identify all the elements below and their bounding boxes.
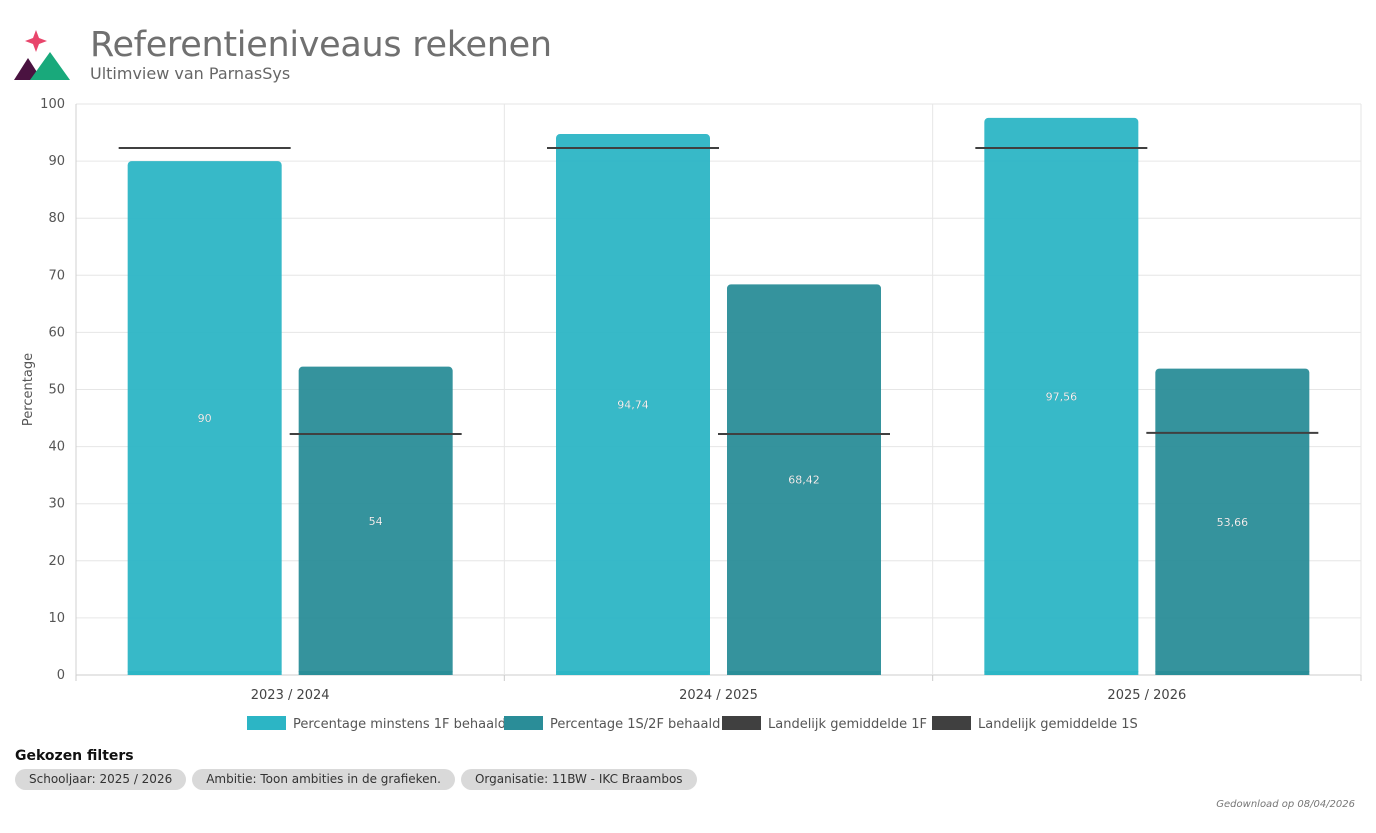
legend-swatch [247,716,286,730]
bar [1155,368,1310,675]
y-tick-label: 100 [40,97,65,112]
y-tick-label: 80 [48,211,65,226]
bar-data-label: 68,42 [788,474,820,487]
bar-data-label: 53,66 [1217,516,1249,529]
y-tick-label: 50 [48,383,65,398]
y-tick-label: 20 [48,554,65,569]
bar-base [298,671,453,675]
bar [556,134,710,675]
bar-data-label: 94,74 [617,399,649,412]
filter-chip-schooljaar[interactable]: Schooljaar: 2025 / 2026 [15,769,187,790]
y-tick-label: 0 [57,668,65,683]
filters-title: Gekozen filters [15,748,134,764]
logo-star-icon [25,30,47,52]
bar [727,284,881,675]
bar [127,161,282,676]
y-tick-label: 70 [48,268,65,283]
logo-mountain-green [30,52,70,80]
y-tick-label: 90 [48,154,65,169]
x-tick-label: 2023 / 2024 [251,688,330,703]
y-tick-label: 40 [48,440,65,455]
legend-swatch [932,716,971,730]
bar-base [984,671,1139,675]
logo [14,30,70,80]
y-tick-label: 60 [48,325,65,340]
bar [984,117,1139,676]
bar-base [127,671,282,675]
bar [298,366,453,675]
x-tick-label: 2025 / 2026 [1107,688,1186,703]
download-note: Gedownload op 08/04/2026 [1216,799,1355,810]
legend-label: Percentage minstens 1F behaald [293,717,506,732]
y-axis-label: Percentage [21,353,36,426]
page-title: Referentieniveaus rekenen [90,25,552,65]
filter-chip-ambitie[interactable]: Ambitie: Toon ambities in de grafieken. [192,769,455,790]
filter-chips: Schooljaar: 2025 / 2026 Ambitie: Toon am… [15,769,697,790]
x-tick-label: 2024 / 2025 [679,688,758,703]
legend-swatch [722,716,761,730]
bar-base [727,671,881,675]
bar-data-label: 90 [198,412,212,425]
legend-label: Landelijk gemiddelde 1F [768,717,927,732]
y-tick-label: 10 [48,611,65,626]
legend-swatch [504,716,543,730]
bar-data-label: 97,56 [1046,390,1078,403]
legend-label: Percentage 1S/2F behaald [550,717,720,732]
bar-data-label: 54 [369,515,383,528]
page-subtitle: Ultimview van ParnasSys [90,64,291,83]
chart: 0 10 20 30 40 50 60 70 80 90 100 Percentage 90 54 2023… [21,97,1362,732]
bar-base [556,671,710,675]
filter-chip-organisatie[interactable]: Organisatie: 11BW - IKC Braambos [460,769,697,790]
y-tick-label: 30 [48,497,65,512]
legend-label: Landelijk gemiddelde 1S [978,717,1138,732]
bar-base [1155,671,1310,675]
